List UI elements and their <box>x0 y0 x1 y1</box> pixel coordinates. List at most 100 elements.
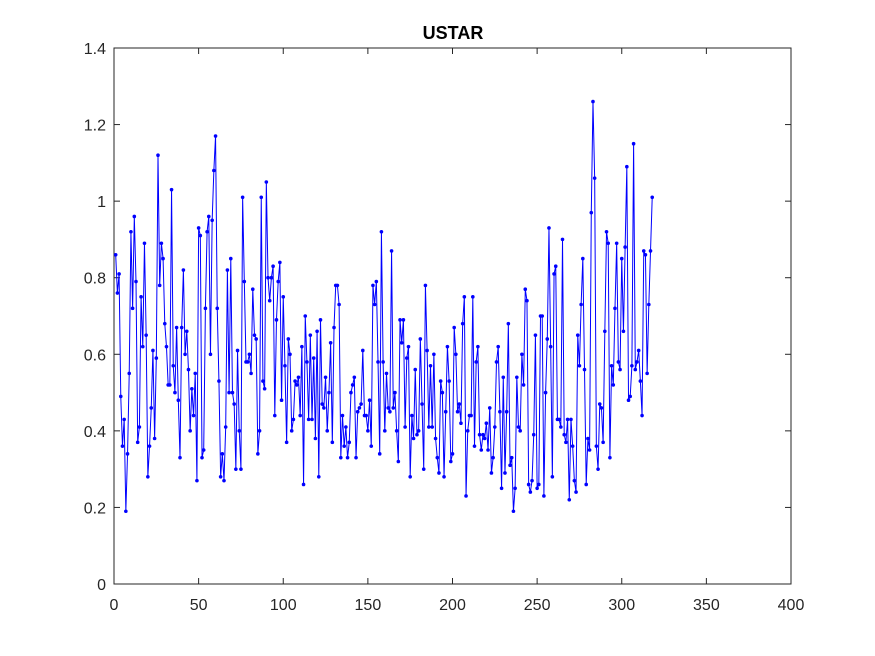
data-point <box>274 318 279 322</box>
data-point <box>427 425 431 429</box>
data-point <box>205 229 209 234</box>
data-point <box>217 379 221 383</box>
data-point <box>636 348 641 353</box>
data-point <box>269 275 274 280</box>
data-point <box>157 283 162 288</box>
chart-title: USTAR <box>423 23 484 43</box>
data-point <box>462 295 467 299</box>
data-point <box>359 402 363 406</box>
data-point <box>641 249 646 253</box>
data-point <box>188 429 192 433</box>
data-point <box>577 363 582 368</box>
data-point <box>183 352 187 357</box>
data-point <box>494 360 499 364</box>
data-point <box>190 386 194 391</box>
data-point <box>537 482 541 487</box>
data-point <box>293 379 297 383</box>
x-tick-label: 0 <box>110 597 119 614</box>
data-point <box>222 478 226 483</box>
data-point <box>366 429 370 433</box>
data-point <box>369 444 374 448</box>
data-point <box>428 363 433 368</box>
data-point <box>349 390 353 395</box>
data-point <box>115 291 120 295</box>
data-point <box>570 444 575 448</box>
data-point <box>465 429 470 433</box>
data-point <box>206 214 211 219</box>
data-point <box>239 467 243 471</box>
data-point <box>582 367 587 372</box>
data-point <box>267 298 272 303</box>
data-point <box>459 421 463 426</box>
data-point <box>389 249 394 253</box>
data-point <box>420 402 424 406</box>
data-point <box>281 295 286 299</box>
data-point <box>296 375 301 380</box>
data-point <box>313 436 318 441</box>
data-point <box>516 425 521 429</box>
data-point <box>240 195 245 200</box>
x-tick-label: 300 <box>608 597 635 614</box>
data-point <box>125 452 130 456</box>
data-point <box>482 436 487 441</box>
data-point <box>469 413 473 418</box>
data-point <box>601 440 605 445</box>
data-point <box>345 455 350 460</box>
data-point <box>113 252 118 257</box>
x-tick-label: 400 <box>778 597 805 614</box>
data-point <box>479 448 484 452</box>
data-point <box>379 229 384 234</box>
data-point <box>328 341 333 345</box>
data-point <box>320 402 324 406</box>
data-point <box>344 425 348 429</box>
data-point <box>232 402 236 406</box>
data-point <box>279 398 284 403</box>
data-point <box>542 494 546 498</box>
data-point <box>225 268 230 272</box>
data-point <box>574 490 578 494</box>
data-point <box>416 429 421 433</box>
data-point <box>648 249 653 253</box>
data-point <box>384 371 389 376</box>
data-point <box>454 352 458 357</box>
data-point <box>609 363 614 368</box>
y-tick-label: 1.4 <box>84 41 106 58</box>
data-point <box>633 367 638 372</box>
data-point <box>283 363 287 368</box>
data-point <box>523 287 528 292</box>
data-point <box>208 352 213 357</box>
data-point <box>418 337 423 341</box>
data-point <box>318 318 323 322</box>
x-tick-label: 100 <box>270 597 297 614</box>
data-point <box>413 367 418 372</box>
data-point <box>271 264 275 269</box>
data-point <box>594 444 599 448</box>
data-point <box>130 306 135 311</box>
data-point <box>196 226 201 230</box>
data-point <box>449 459 453 464</box>
data-point <box>220 452 225 456</box>
axes-box <box>113 47 792 585</box>
data-point <box>559 425 563 429</box>
data-point <box>650 195 655 200</box>
data-point <box>198 233 203 238</box>
data-point <box>186 367 191 372</box>
data-point <box>300 344 304 349</box>
data-point <box>184 329 189 334</box>
data-point <box>564 440 568 445</box>
data-point <box>410 413 414 418</box>
data-point <box>587 448 592 452</box>
data-point <box>579 302 583 307</box>
data-point <box>298 413 302 418</box>
data-point <box>247 352 252 357</box>
data-point <box>234 467 238 471</box>
data-point <box>339 455 343 460</box>
data-point <box>569 417 573 422</box>
data-point <box>599 406 604 410</box>
data-point <box>638 379 643 383</box>
data-point <box>405 356 409 360</box>
data-point <box>377 452 382 456</box>
data-point <box>325 429 330 433</box>
data-point <box>272 413 277 418</box>
data-point <box>435 455 440 460</box>
